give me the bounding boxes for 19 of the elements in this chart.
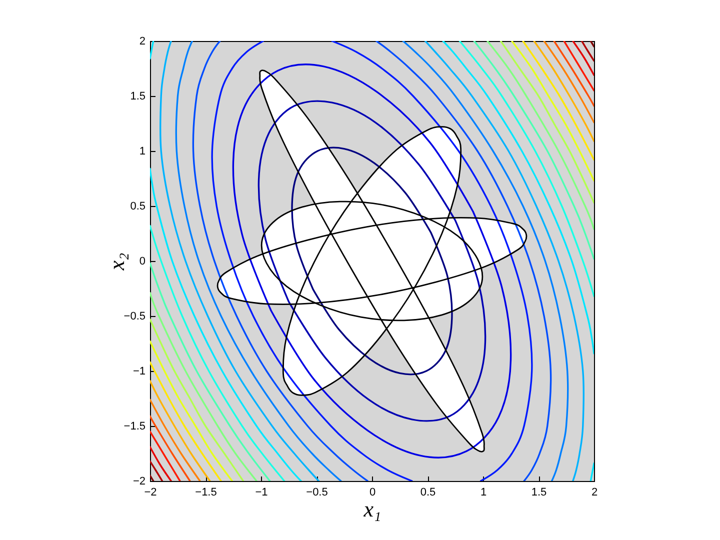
- x-tick-label: 1.5: [531, 486, 547, 498]
- y-tick-label: −1: [132, 366, 146, 378]
- y-tick-label: −0.5: [124, 310, 146, 322]
- y-tick-label: 0.5: [130, 200, 146, 212]
- y-tick-label: −1.5: [124, 420, 146, 432]
- x-tick-label: 0.5: [420, 486, 436, 498]
- y-tick-label: −2: [132, 476, 146, 488]
- y-tick-label: 1.5: [130, 90, 146, 102]
- x-tick-label: −1.5: [195, 486, 217, 498]
- x-tick-label: −0.5: [306, 486, 328, 498]
- y-axis-title: x₂: [104, 252, 129, 272]
- y-tick-label: 2: [139, 36, 146, 48]
- x-tick-label: 0: [369, 486, 376, 498]
- x-tick-label: 1: [480, 486, 487, 498]
- x-axis-title: x₁: [362, 496, 382, 522]
- x-tick-label: 2: [591, 486, 598, 498]
- y-tick-label: 1: [139, 146, 146, 158]
- y-tick-label: 0: [139, 256, 146, 268]
- x-tick-label: −1: [255, 486, 268, 498]
